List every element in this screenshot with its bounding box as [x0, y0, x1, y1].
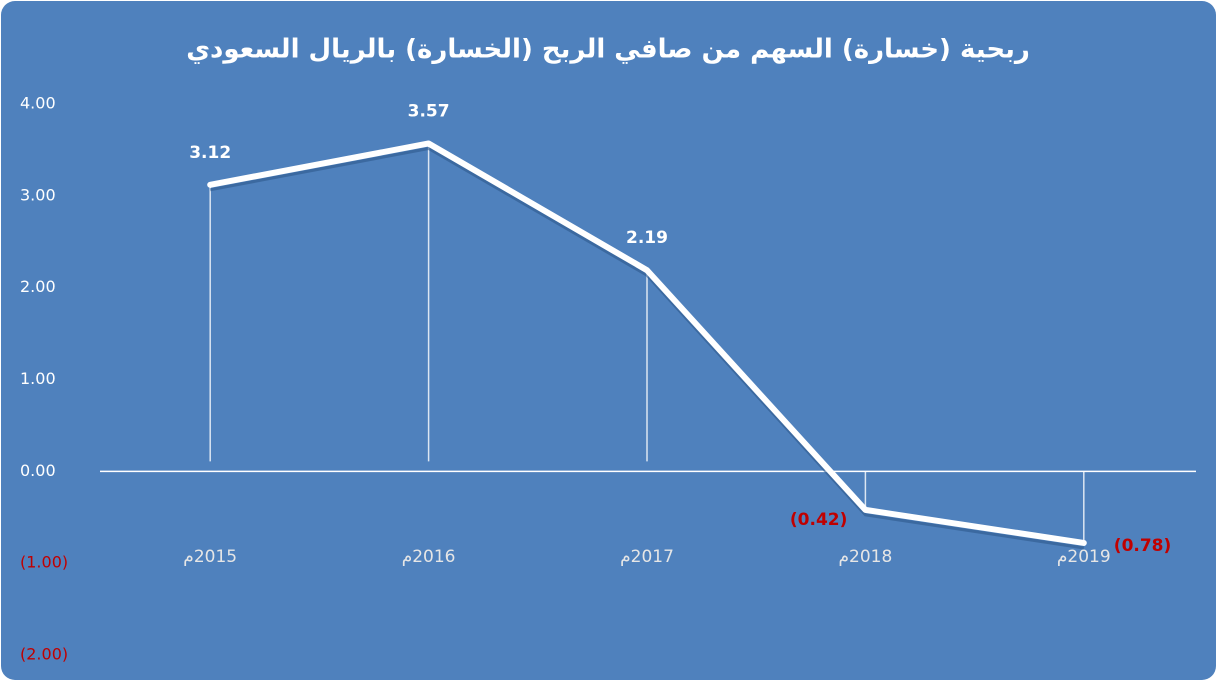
- line-shadow: [209, 146, 1085, 550]
- x-tick-label: 2019م: [1057, 547, 1111, 567]
- x-tick-label: 2017م: [620, 547, 674, 567]
- y-tick-label: 4.00: [20, 94, 56, 113]
- data-label: (0.42): [790, 510, 847, 530]
- y-tick-label: 0.00: [20, 461, 56, 480]
- y-tick-label: (2.00): [20, 645, 68, 664]
- y-tick-label: 3.00: [20, 185, 56, 204]
- line: [207, 140, 1087, 546]
- data-label: 2.19: [626, 228, 668, 248]
- x-tick-label: 2016م: [402, 547, 456, 567]
- y-tick-label: (1.00): [20, 553, 68, 572]
- x-tick-label: 2018م: [839, 547, 893, 567]
- y-tick-label: 1.00: [20, 369, 56, 388]
- chart-title: ربحية (خسارة) السهم من صافي الربح (الخسا…: [186, 35, 1030, 65]
- y-tick-label: 2.00: [20, 277, 56, 296]
- x-tick-label: 2015م: [183, 547, 237, 567]
- data-label: (0.78): [1114, 536, 1171, 556]
- data-label: 3.12: [189, 143, 231, 163]
- data-label: 3.57: [408, 101, 450, 121]
